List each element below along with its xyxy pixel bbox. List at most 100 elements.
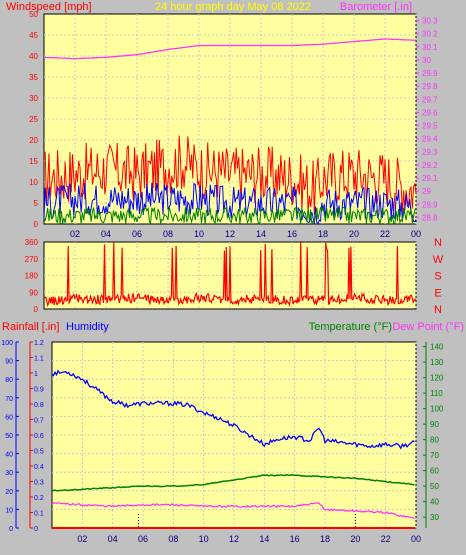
windspeed-tick-label: 30 — [29, 94, 38, 103]
barometer-tick-label: 29.7 — [422, 95, 438, 104]
barometer-tick-label: 30.2 — [422, 30, 438, 39]
temperature-tick-label: 140 — [430, 343, 444, 352]
direction-degree-label: 180 — [25, 272, 39, 281]
temperature-tick-label: 100 — [430, 405, 444, 414]
windspeed-tick-label: 0 — [34, 220, 39, 229]
direction-degree-label: 0 — [34, 305, 39, 314]
wind-x-tick-label: 02 — [70, 229, 80, 239]
rainfall-tick-label: 0.1 — [34, 511, 44, 518]
chart-title: 24 hour graph day May 08 2022 — [155, 1, 311, 13]
rainfall-axis-label: Rainfall [.in] — [2, 321, 59, 333]
humidity-tick-label: 80 — [5, 377, 13, 384]
wind-x-tick-label: 22 — [380, 229, 390, 239]
temperature-tick-label: 40 — [430, 498, 439, 507]
barometer-ticks: 28.8 28.9 29 29.1 29.2 29.3 29.4 29.5 29.6 29.7 29… — [416, 17, 438, 222]
direction-degree-label: 360 — [25, 238, 39, 247]
humidity-tick-label: 20 — [5, 489, 13, 496]
humidity-tick-label: 60 — [5, 414, 13, 421]
temperature-line — [51, 474, 415, 492]
wind-direction-line — [43, 242, 417, 308]
windspeed-tick-label: 5 — [34, 199, 39, 208]
humidity-axis-label: Humidity — [66, 321, 109, 333]
windspeed-tick-label: 40 — [29, 52, 38, 61]
direction-degree-label: 90 — [29, 288, 38, 297]
direction-compass-label: E — [434, 287, 441, 299]
windspeed-tick-label: 25 — [29, 115, 38, 124]
barometer-tick-label: 29 — [422, 187, 431, 196]
rainfall-tick-label: 0.6 — [34, 433, 44, 440]
temperature-tick-label: 120 — [430, 374, 444, 383]
climate-x-tick-label: 06 — [138, 534, 148, 544]
barometer-tick-label: 29.4 — [422, 135, 438, 144]
rainfall-tick-label: 0.7 — [34, 418, 44, 425]
direction-compass-label: N — [434, 304, 442, 316]
wind-x-tick-label: 00 — [411, 229, 421, 239]
direction-degree-label: 270 — [25, 255, 39, 264]
temperature-tick-label: 30 — [430, 513, 439, 522]
rainfall-tick-label: 0.4 — [34, 464, 44, 471]
barometer-axis-label: Barometer [.in] — [340, 1, 412, 13]
barometer-tick-label: 29.6 — [422, 108, 438, 117]
windspeed-tick-label: 35 — [29, 73, 38, 82]
humidity-tick-label: 40 — [5, 452, 13, 459]
rainfall-tick-label: 1.1 — [34, 356, 44, 363]
barometer-tick-label: 28.9 — [422, 200, 438, 209]
barometer-tick-label: 29.3 — [422, 148, 438, 157]
barometer-tick-label: 28.8 — [422, 213, 438, 222]
rainfall-tick-label: 0.5 — [34, 449, 44, 456]
wind-x-tick-label: 20 — [349, 229, 359, 239]
dew-point-line — [51, 502, 415, 520]
barometer-line — [43, 38, 417, 60]
humidity-tick-label: 10 — [5, 507, 13, 514]
humidity-tick-label: 70 — [5, 396, 13, 403]
direction-compass-label: N — [434, 237, 442, 249]
climate-x-tick-label: 16 — [290, 534, 300, 544]
climate-x-tick-label: 14 — [259, 534, 269, 544]
wind-x-ticks: 02 04 06 08 10 12 14 16 18 20 22 00 — [70, 229, 421, 239]
wind-x-tick-label: 08 — [163, 229, 173, 239]
rainfall-tick-label: 0.3 — [34, 480, 44, 487]
climate-x-ticks: 02 04 06 08 10 12 14 16 18 20 22 00 — [77, 534, 421, 544]
temperature-tick-label: 80 — [430, 436, 439, 445]
direction-series — [43, 242, 417, 308]
rainfall-tick-label: 1.2 — [34, 340, 44, 347]
rainfall-tick-label: 0.8 — [34, 402, 44, 409]
humidity-line — [51, 369, 415, 450]
wind-x-tick-label: 06 — [132, 229, 142, 239]
barometer-tick-label: 30.3 — [422, 17, 438, 26]
wind-minimum-line — [43, 205, 417, 226]
climate-x-tick-label: 08 — [168, 534, 178, 544]
rainfall-tick-label: 0 — [34, 526, 38, 533]
windspeed-ticks: 0 5 10 15 20 25 30 35 40 45 50 — [29, 10, 38, 229]
windspeed-tick-label: 10 — [29, 178, 38, 187]
humidity-tick-label: 0 — [9, 526, 13, 533]
wind-gust-line — [43, 135, 417, 215]
barometer-tick-label: 30 — [422, 56, 431, 65]
wind-x-tick-label: 10 — [194, 229, 204, 239]
humidity-tick-label: 30 — [5, 470, 13, 477]
temperature-tick-label: 90 — [430, 420, 439, 429]
temperature-ticks: 30 40 50 60 70 80 90 100 110 120 130 140 — [423, 343, 444, 522]
dewpoint-axis-label: Dew Point (°F) — [392, 321, 464, 333]
climate-x-tick-label: 18 — [320, 534, 330, 544]
direction-degree-ticks: 0 90 180 270 360 — [25, 238, 39, 314]
barometer-tick-label: 29.8 — [422, 82, 438, 91]
windspeed-tick-label: 45 — [29, 31, 38, 40]
wind-x-tick-label: 16 — [287, 229, 297, 239]
humidity-tick-label: 90 — [5, 359, 13, 366]
climate-x-tick-label: 10 — [199, 534, 209, 544]
climate-grid — [52, 342, 417, 528]
barometer-tick-label: 29.1 — [422, 174, 438, 183]
temperature-tick-label: 70 — [430, 451, 439, 460]
windspeed-tick-label: 50 — [29, 10, 38, 19]
barometer-tick-label: 30.1 — [422, 43, 438, 52]
windspeed-axis-label: Windspeed [mph] — [6, 1, 92, 13]
temperature-axis-label: Temperature (°F) — [309, 321, 392, 333]
rainfall-ticks: 0 0.1 0.2 0.3 0.4 0.5 0.6 0.7 0.8 0.9 1 1.1 1.2 — [30, 340, 44, 533]
wind-series — [43, 38, 417, 226]
climate-x-tick-label: 22 — [381, 534, 391, 544]
temperature-tick-label: 110 — [430, 389, 443, 398]
